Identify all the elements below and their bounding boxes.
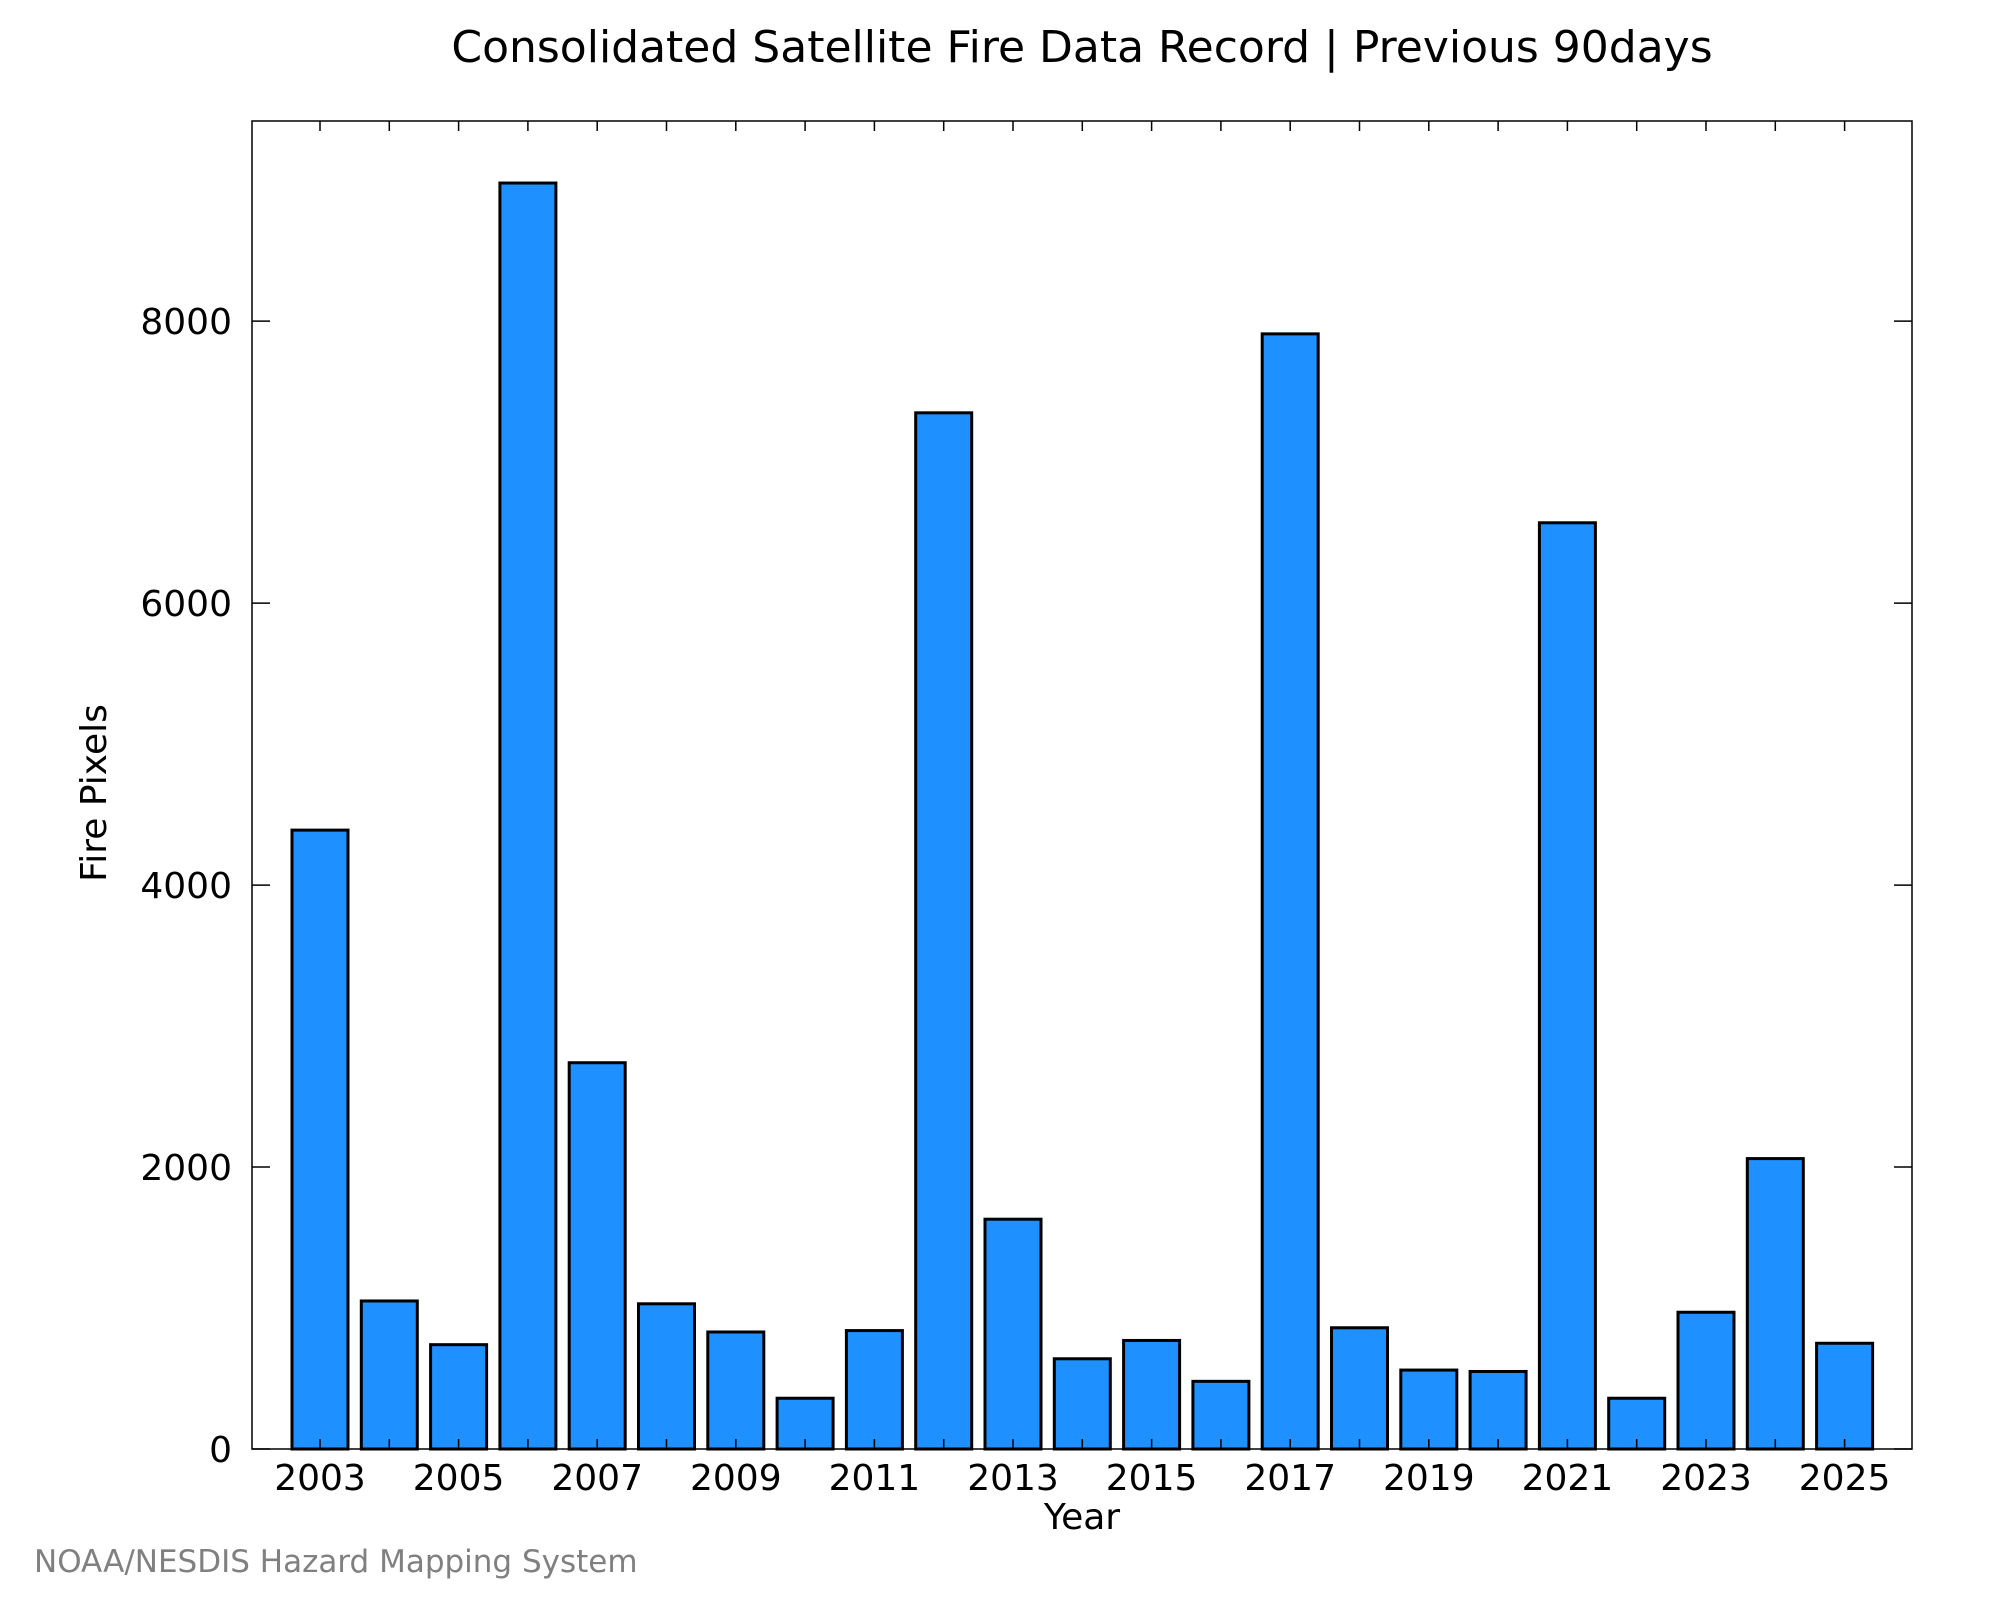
y-tick-label: 6000 xyxy=(140,584,232,625)
bar-2012 xyxy=(914,411,974,1451)
bar-2007 xyxy=(567,1061,627,1451)
bar-2005 xyxy=(429,1343,489,1451)
x-tick-label: 2017 xyxy=(1244,1458,1336,1499)
bar-2023 xyxy=(1676,1310,1736,1451)
bar-2008 xyxy=(637,1302,696,1451)
bar-2009 xyxy=(706,1330,766,1451)
bar-2004 xyxy=(359,1299,419,1451)
bar-2014 xyxy=(1052,1357,1112,1451)
bar-2019 xyxy=(1399,1368,1459,1451)
bar-2016 xyxy=(1191,1379,1251,1451)
x-tick-label: 2025 xyxy=(1799,1458,1891,1499)
y-tick-label: 8000 xyxy=(140,302,232,343)
bar-2011 xyxy=(844,1329,904,1451)
y-tick-label: 0 xyxy=(209,1430,232,1471)
x-tick-label: 2003 xyxy=(274,1458,366,1499)
y-tick-label: 2000 xyxy=(140,1148,232,1189)
chart-title: Consolidated Satellite Fire Data Record … xyxy=(451,22,1712,73)
x-axis-label: Year xyxy=(1043,1497,1120,1538)
bar-2025 xyxy=(1815,1341,1875,1451)
plot-area: 0 2000 4000 6000 8000 2003 2005 2007 2009 2011 201… xyxy=(140,120,1913,1499)
x-tick-label: 2019 xyxy=(1383,1458,1475,1499)
x-tick-label: 2011 xyxy=(829,1458,921,1499)
bar-2018 xyxy=(1330,1326,1389,1451)
bar-2006 xyxy=(498,181,558,1451)
x-tick-label: 2005 xyxy=(413,1458,505,1499)
bar-2013 xyxy=(983,1217,1043,1451)
x-tick-label: 2007 xyxy=(551,1458,643,1499)
y-axis-label: Fire Pixels xyxy=(74,704,115,882)
bar-2017 xyxy=(1260,332,1320,1451)
bar-2021 xyxy=(1537,521,1597,1451)
x-tick-label: 2013 xyxy=(967,1458,1059,1499)
x-tick-label: 2015 xyxy=(1106,1458,1198,1499)
x-tick-label: 2023 xyxy=(1660,1458,1752,1499)
x-tick-label: 2021 xyxy=(1522,1458,1614,1499)
y-tick-label: 4000 xyxy=(140,866,232,907)
credit-text: NOAA/NESDIS Hazard Mapping System xyxy=(34,1544,638,1580)
bar-2015 xyxy=(1122,1338,1182,1451)
bar-2020 xyxy=(1468,1369,1528,1451)
bar-2003 xyxy=(290,828,350,1451)
bar-2024 xyxy=(1745,1157,1805,1451)
x-tick-label: 2009 xyxy=(690,1458,782,1499)
